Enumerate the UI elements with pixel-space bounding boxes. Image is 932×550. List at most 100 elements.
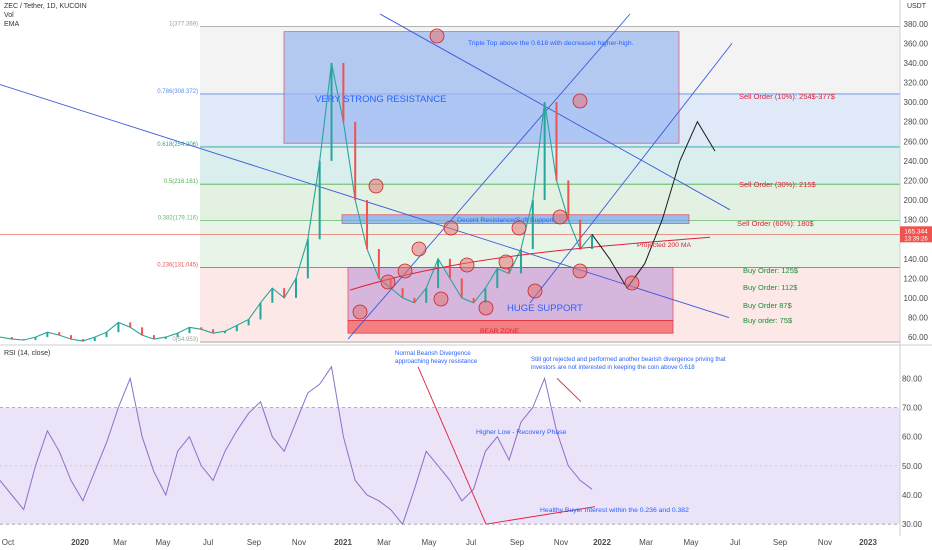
buy-order-125: Buy Order: 125$ bbox=[743, 266, 799, 275]
price-axis-tick: 240.00 bbox=[904, 157, 929, 166]
rsi-divergence-line-2 bbox=[556, 378, 582, 402]
trendline-lower-descending bbox=[379, 13, 731, 211]
highlight-circle bbox=[572, 263, 588, 279]
highlight-circle bbox=[459, 257, 475, 273]
rsi-axis-tick: 30.00 bbox=[902, 520, 923, 529]
highlight-circle bbox=[352, 304, 368, 320]
highlight-circle bbox=[511, 220, 527, 236]
price-axis-tick: 280.00 bbox=[904, 118, 929, 127]
time-axis-tick: Mar bbox=[377, 538, 391, 547]
trendline-ascending-1 bbox=[347, 13, 631, 340]
rsi-axis-tick: 40.00 bbox=[902, 491, 923, 500]
time-axis-tick: 2021 bbox=[334, 538, 352, 547]
volume-label: Vol bbox=[4, 12, 14, 19]
bear-zone-label: BEAR ZONE bbox=[480, 328, 520, 335]
fib-label: 0(54.953) bbox=[172, 337, 198, 343]
price-projection-path bbox=[591, 120, 716, 290]
price-axis-tick: 260.00 bbox=[904, 137, 929, 146]
fib-label: 0.382(179.116) bbox=[158, 215, 198, 221]
sell-order-30: Sell Order (30%): 215$ bbox=[739, 180, 817, 189]
rsi-divergence-note-1: Normal Bearish Divergence bbox=[395, 350, 471, 357]
time-axis-tick: Jul bbox=[203, 538, 213, 547]
fib-label: 0.5(216.161) bbox=[164, 179, 198, 185]
rsi-healthy-label: Healthy Buyer Interest within the 0.236 … bbox=[540, 507, 689, 514]
fib-label: 1(377.369) bbox=[169, 21, 198, 27]
highlight-circle bbox=[572, 93, 588, 109]
highlight-circle bbox=[411, 241, 427, 257]
time-axis-tick: Oct bbox=[2, 538, 15, 547]
decent-resistance-label: Decent Resistance/Soft Support bbox=[457, 217, 554, 224]
price-axis-tick: 220.00 bbox=[904, 176, 929, 185]
huge-support-label: HUGE SUPPORT bbox=[507, 303, 583, 314]
price-badge bbox=[900, 226, 932, 243]
buy-order-112: Buy Order: 112$ bbox=[743, 283, 798, 292]
price-axis-tick: 380.00 bbox=[904, 20, 929, 29]
fib-label: 0.236(131.045) bbox=[157, 263, 198, 269]
rsi-higher-low-label: Higher Low - Recovery Phase bbox=[476, 429, 567, 436]
time-axis-tick: Nov bbox=[818, 538, 832, 547]
time-axis-tick: Jul bbox=[730, 538, 740, 547]
price-axis-tick: 60.00 bbox=[908, 333, 929, 342]
time-axis-tick: May bbox=[155, 538, 170, 547]
rsi-axis-tick: 70.00 bbox=[902, 404, 923, 413]
time-axis-tick: Sep bbox=[510, 538, 525, 547]
price-axis-tick: 120.00 bbox=[904, 274, 929, 283]
price-axis-tick: 200.00 bbox=[904, 196, 929, 205]
highlight-circle bbox=[552, 209, 568, 225]
fib-label: 0.786(308.372) bbox=[157, 89, 198, 95]
fib-zone bbox=[200, 146, 900, 185]
rsi-axis-tick: 50.00 bbox=[902, 462, 923, 471]
price-badge-time: 13:39:26 bbox=[904, 236, 928, 242]
bear-zone-box bbox=[347, 320, 674, 334]
price-axis-tick: 300.00 bbox=[904, 98, 929, 107]
projected-ma-label: Projected 200 MA bbox=[637, 242, 691, 249]
trendline-ascending-2 bbox=[529, 43, 733, 304]
price-axis-tick: 360.00 bbox=[904, 39, 929, 48]
buy-order-75: Buy order: 75$ bbox=[743, 316, 793, 325]
highlight-circle bbox=[527, 283, 543, 299]
rsi-axis-tick: 80.00 bbox=[902, 374, 923, 383]
highlight-circle bbox=[433, 291, 449, 307]
time-axis-tick: 2022 bbox=[593, 538, 611, 547]
triple-top-note: Triple Top above the 0.618 with decrease… bbox=[468, 40, 634, 47]
sell-order-60: Sell Order (60%): 180$ bbox=[737, 219, 815, 228]
highlight-circle bbox=[478, 300, 494, 316]
rsi-axis-tick: 60.00 bbox=[902, 433, 923, 442]
very-strong-resistance-box bbox=[283, 31, 680, 144]
highlight-circle bbox=[624, 275, 640, 291]
time-axis-tick: Nov bbox=[292, 538, 306, 547]
trendline-upper-descending bbox=[0, 84, 730, 318]
time-axis-tick: Mar bbox=[113, 538, 127, 547]
rsi-higher-low-line bbox=[485, 506, 596, 525]
rsi-divergence-note-2: approaching heavy resistance bbox=[395, 358, 478, 365]
rsi-series-line bbox=[0, 365, 593, 526]
price-badge-value: 165.344 bbox=[904, 228, 928, 235]
highlight-circle bbox=[397, 263, 413, 279]
highlight-circle bbox=[368, 178, 384, 194]
buy-order-87: Buy Order 87$ bbox=[743, 301, 793, 310]
price-axis-tick: 100.00 bbox=[904, 294, 929, 303]
very-strong-resistance-label: VERY STRONG RESISTANCE bbox=[315, 94, 446, 105]
price-axis-tick: 140.00 bbox=[904, 255, 929, 264]
ema-label: EMA bbox=[4, 21, 20, 28]
time-axis-tick: Mar bbox=[639, 538, 653, 547]
time-axis-tick: Sep bbox=[773, 538, 788, 547]
symbol-title: ZEC / Tether, 1D, KUCOIN bbox=[4, 3, 87, 10]
fib-label: 0.618(254.206) bbox=[157, 142, 198, 148]
currency-label: USDT bbox=[906, 3, 926, 10]
price-axis-tick: 180.00 bbox=[904, 216, 929, 225]
time-axis-tick: 2023 bbox=[859, 538, 877, 547]
rsi-title: RSI (14, close) bbox=[4, 350, 51, 357]
time-axis-tick: 2020 bbox=[71, 538, 89, 547]
highlight-circle bbox=[380, 274, 396, 290]
rsi-second-divergence-2: investors are not interested in keeping … bbox=[531, 364, 695, 371]
fib-zone bbox=[200, 220, 900, 268]
time-axis-tick: May bbox=[683, 538, 698, 547]
time-axis-tick: Jul bbox=[466, 538, 476, 547]
price-axis-tick: 80.00 bbox=[908, 314, 929, 323]
highlight-circle bbox=[429, 28, 445, 44]
highlight-circle bbox=[443, 220, 459, 236]
time-axis-tick: Sep bbox=[247, 538, 262, 547]
highlight-circle bbox=[498, 254, 514, 270]
